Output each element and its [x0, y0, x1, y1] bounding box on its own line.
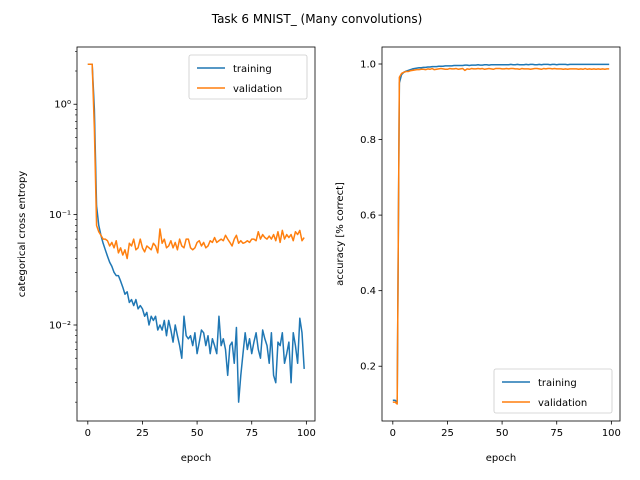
y-tick-label: 0.4	[360, 286, 376, 297]
legend-label-training: training	[233, 64, 272, 75]
series-line-validation	[392, 67, 610, 405]
series-line-validation	[87, 63, 305, 260]
plot-area	[392, 63, 610, 405]
x-tick-label: 50	[496, 428, 509, 439]
y-tick-label: 0.6	[360, 211, 376, 222]
x-tick-label: 0	[85, 428, 91, 439]
y-axis-label: categorical cross entropy	[17, 171, 28, 298]
plot-area	[87, 63, 305, 403]
x-tick-label: 25	[441, 428, 454, 439]
y-tick-label: 10⁻¹	[49, 210, 71, 221]
series-line-training	[87, 63, 305, 403]
x-tick-label: 75	[550, 428, 563, 439]
left-chart: 0 25 50 75 100 10⁻² 10⁻¹ 10⁰ epoch categorical cr…	[17, 46, 316, 464]
y-axis-label: accuracy [% correct]	[335, 182, 346, 286]
x-tick-label: 100	[602, 428, 621, 439]
legend: training validation	[188, 54, 308, 100]
x-tick-label: 75	[245, 428, 258, 439]
legend-label-validation: validation	[233, 84, 282, 95]
series-line-training	[392, 63, 610, 403]
y-tick-label: 10⁰	[54, 100, 71, 111]
legend-label-validation: validation	[538, 398, 587, 409]
x-axis-label: epoch	[181, 453, 211, 464]
x-tick-label: 0	[390, 428, 396, 439]
axes-frame	[76, 46, 316, 422]
legend: training validation	[493, 368, 613, 414]
legend-label-training: training	[538, 378, 577, 389]
right-chart: 0 25 50 75 100 0.2 0.4 0.6 0.8 1.0 epoch accuracy […	[335, 46, 621, 464]
figure-title: Task 6 MNIST_ (Many convolutions)	[211, 12, 423, 26]
x-axis-label: epoch	[486, 453, 516, 464]
y-tick-label: 10⁻²	[49, 321, 71, 332]
y-tick-label: 1.0	[360, 60, 376, 71]
x-tick-label: 50	[191, 428, 204, 439]
x-tick-label: 25	[136, 428, 149, 439]
y-tick-label: 0.8	[360, 135, 376, 146]
axes-frame	[381, 46, 621, 422]
y-tick-label: 0.2	[360, 362, 376, 373]
x-tick-label: 100	[297, 428, 316, 439]
